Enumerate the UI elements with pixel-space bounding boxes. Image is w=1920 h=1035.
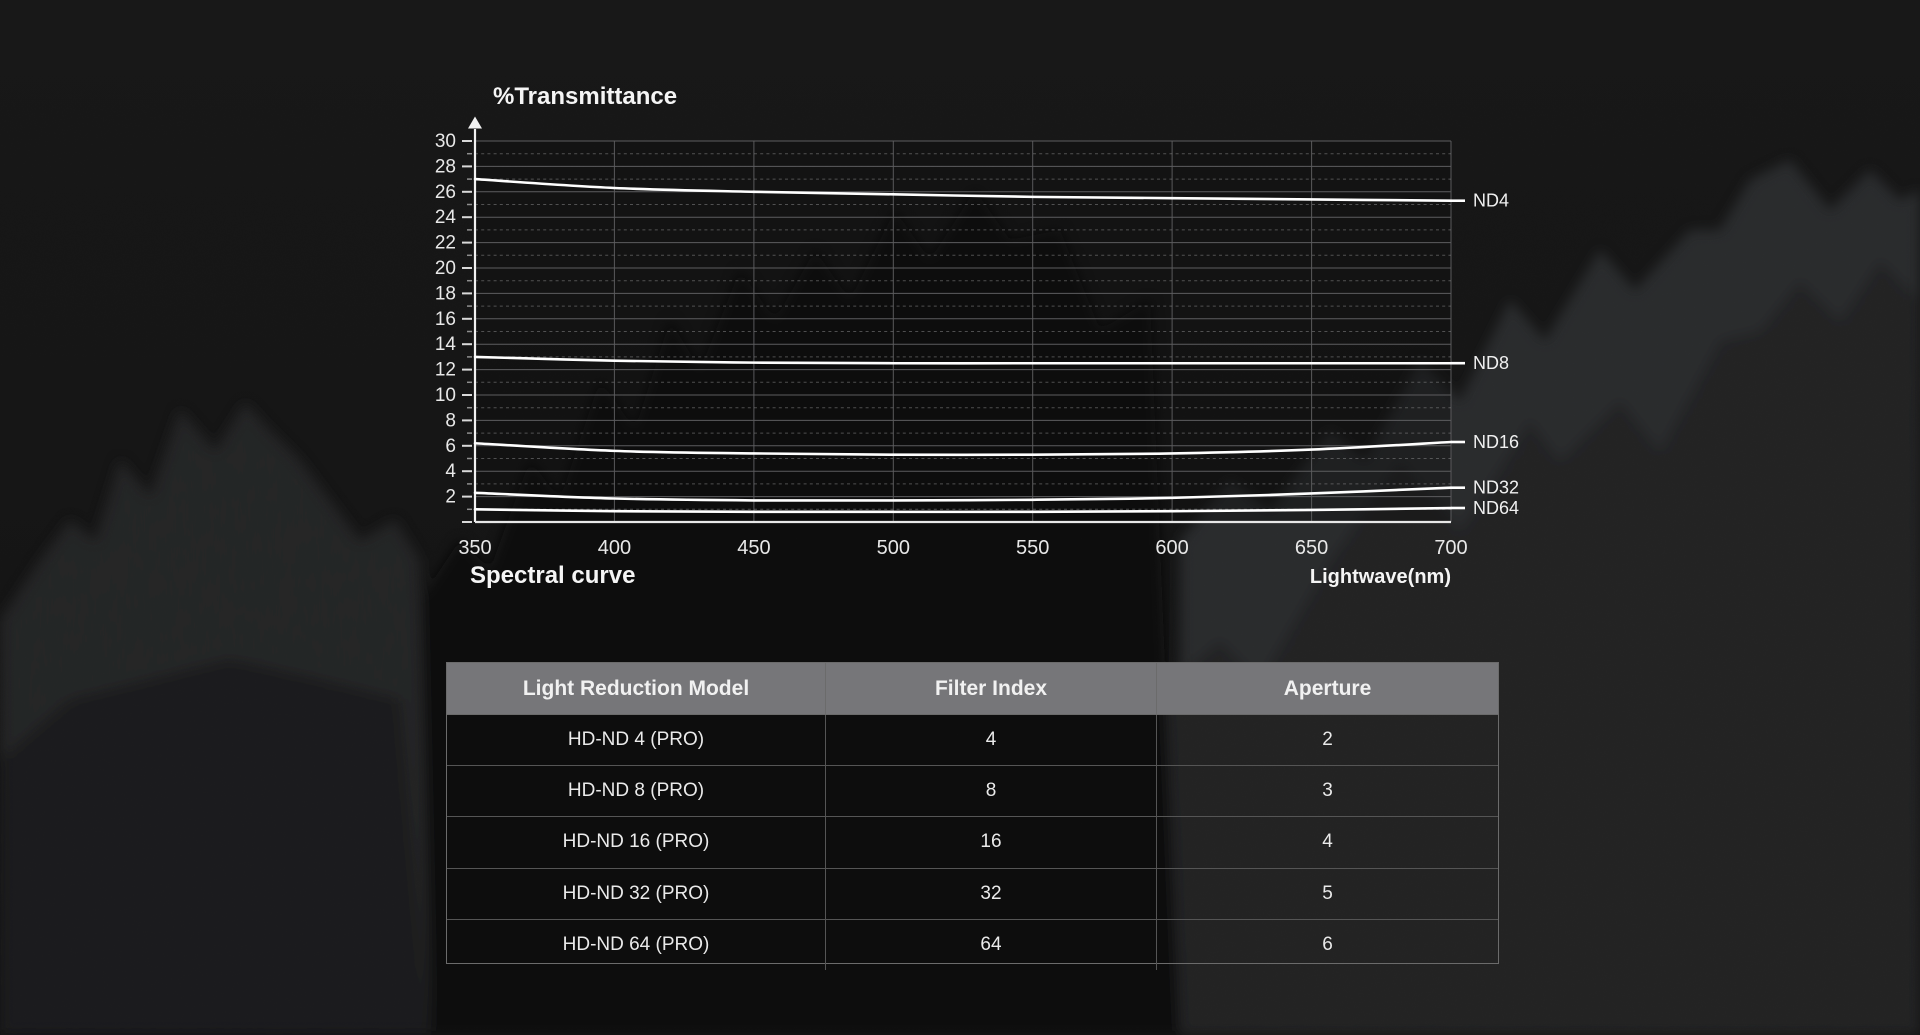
svg-text:550: 550	[1016, 537, 1049, 559]
svg-text:ND64: ND64	[1473, 498, 1519, 518]
svg-text:6: 6	[445, 436, 456, 457]
svg-text:700: 700	[1434, 537, 1467, 559]
svg-text:ND4: ND4	[1473, 191, 1509, 211]
svg-text:24: 24	[435, 207, 457, 228]
svg-text:12: 12	[435, 360, 456, 381]
svg-text:26: 26	[435, 182, 456, 203]
svg-text:ND8: ND8	[1473, 353, 1509, 373]
svg-text:20: 20	[435, 258, 456, 279]
svg-text:2: 2	[445, 487, 456, 508]
svg-text:28: 28	[435, 156, 456, 177]
svg-text:Lightwave(nm): Lightwave(nm)	[1310, 566, 1451, 588]
svg-text:650: 650	[1295, 537, 1328, 559]
svg-text:ND16: ND16	[1473, 432, 1519, 452]
svg-text:10: 10	[435, 385, 456, 406]
svg-text:30: 30	[435, 131, 456, 152]
svg-text:14: 14	[435, 334, 457, 355]
svg-text:600: 600	[1155, 537, 1188, 559]
svg-text:Spectral curve: Spectral curve	[470, 562, 635, 589]
svg-text:ND32: ND32	[1473, 478, 1519, 498]
svg-text:16: 16	[435, 309, 456, 330]
svg-text:22: 22	[435, 233, 456, 254]
svg-text:18: 18	[435, 283, 456, 304]
svg-text:450: 450	[737, 537, 770, 559]
svg-text:8: 8	[445, 410, 456, 431]
svg-text:4: 4	[445, 461, 456, 482]
svg-text:500: 500	[877, 537, 910, 559]
svg-text:350: 350	[458, 537, 491, 559]
svg-text:400: 400	[598, 537, 631, 559]
svg-text:%Transmittance: %Transmittance	[493, 83, 677, 110]
